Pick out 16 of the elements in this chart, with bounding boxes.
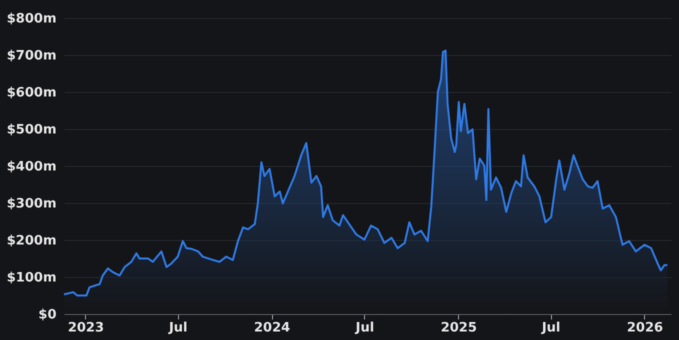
x-tick-label: 2025 [440,320,477,336]
y-tick-label: $300m [6,196,56,212]
x-tick-label: Jul [540,320,560,336]
y-tick-label: $200m [6,234,56,248]
x-tick-label: 2026 [626,320,664,336]
x-tick-label: 2024 [254,320,290,336]
y-tick-label: $0 [38,308,56,322]
x-tick-label: Jul [168,320,188,336]
y-tick-label: $800m [6,12,56,26]
y-tick-label: $100m [6,270,56,286]
y-tick-label: $700m [6,48,56,64]
y-tick-label: $500m [6,122,56,138]
y-tick-label: $600m [6,86,56,100]
x-tick-label: 2023 [68,320,104,336]
x-tick-label: Jul [354,320,374,336]
y-tick-label: $400m [6,160,56,174]
